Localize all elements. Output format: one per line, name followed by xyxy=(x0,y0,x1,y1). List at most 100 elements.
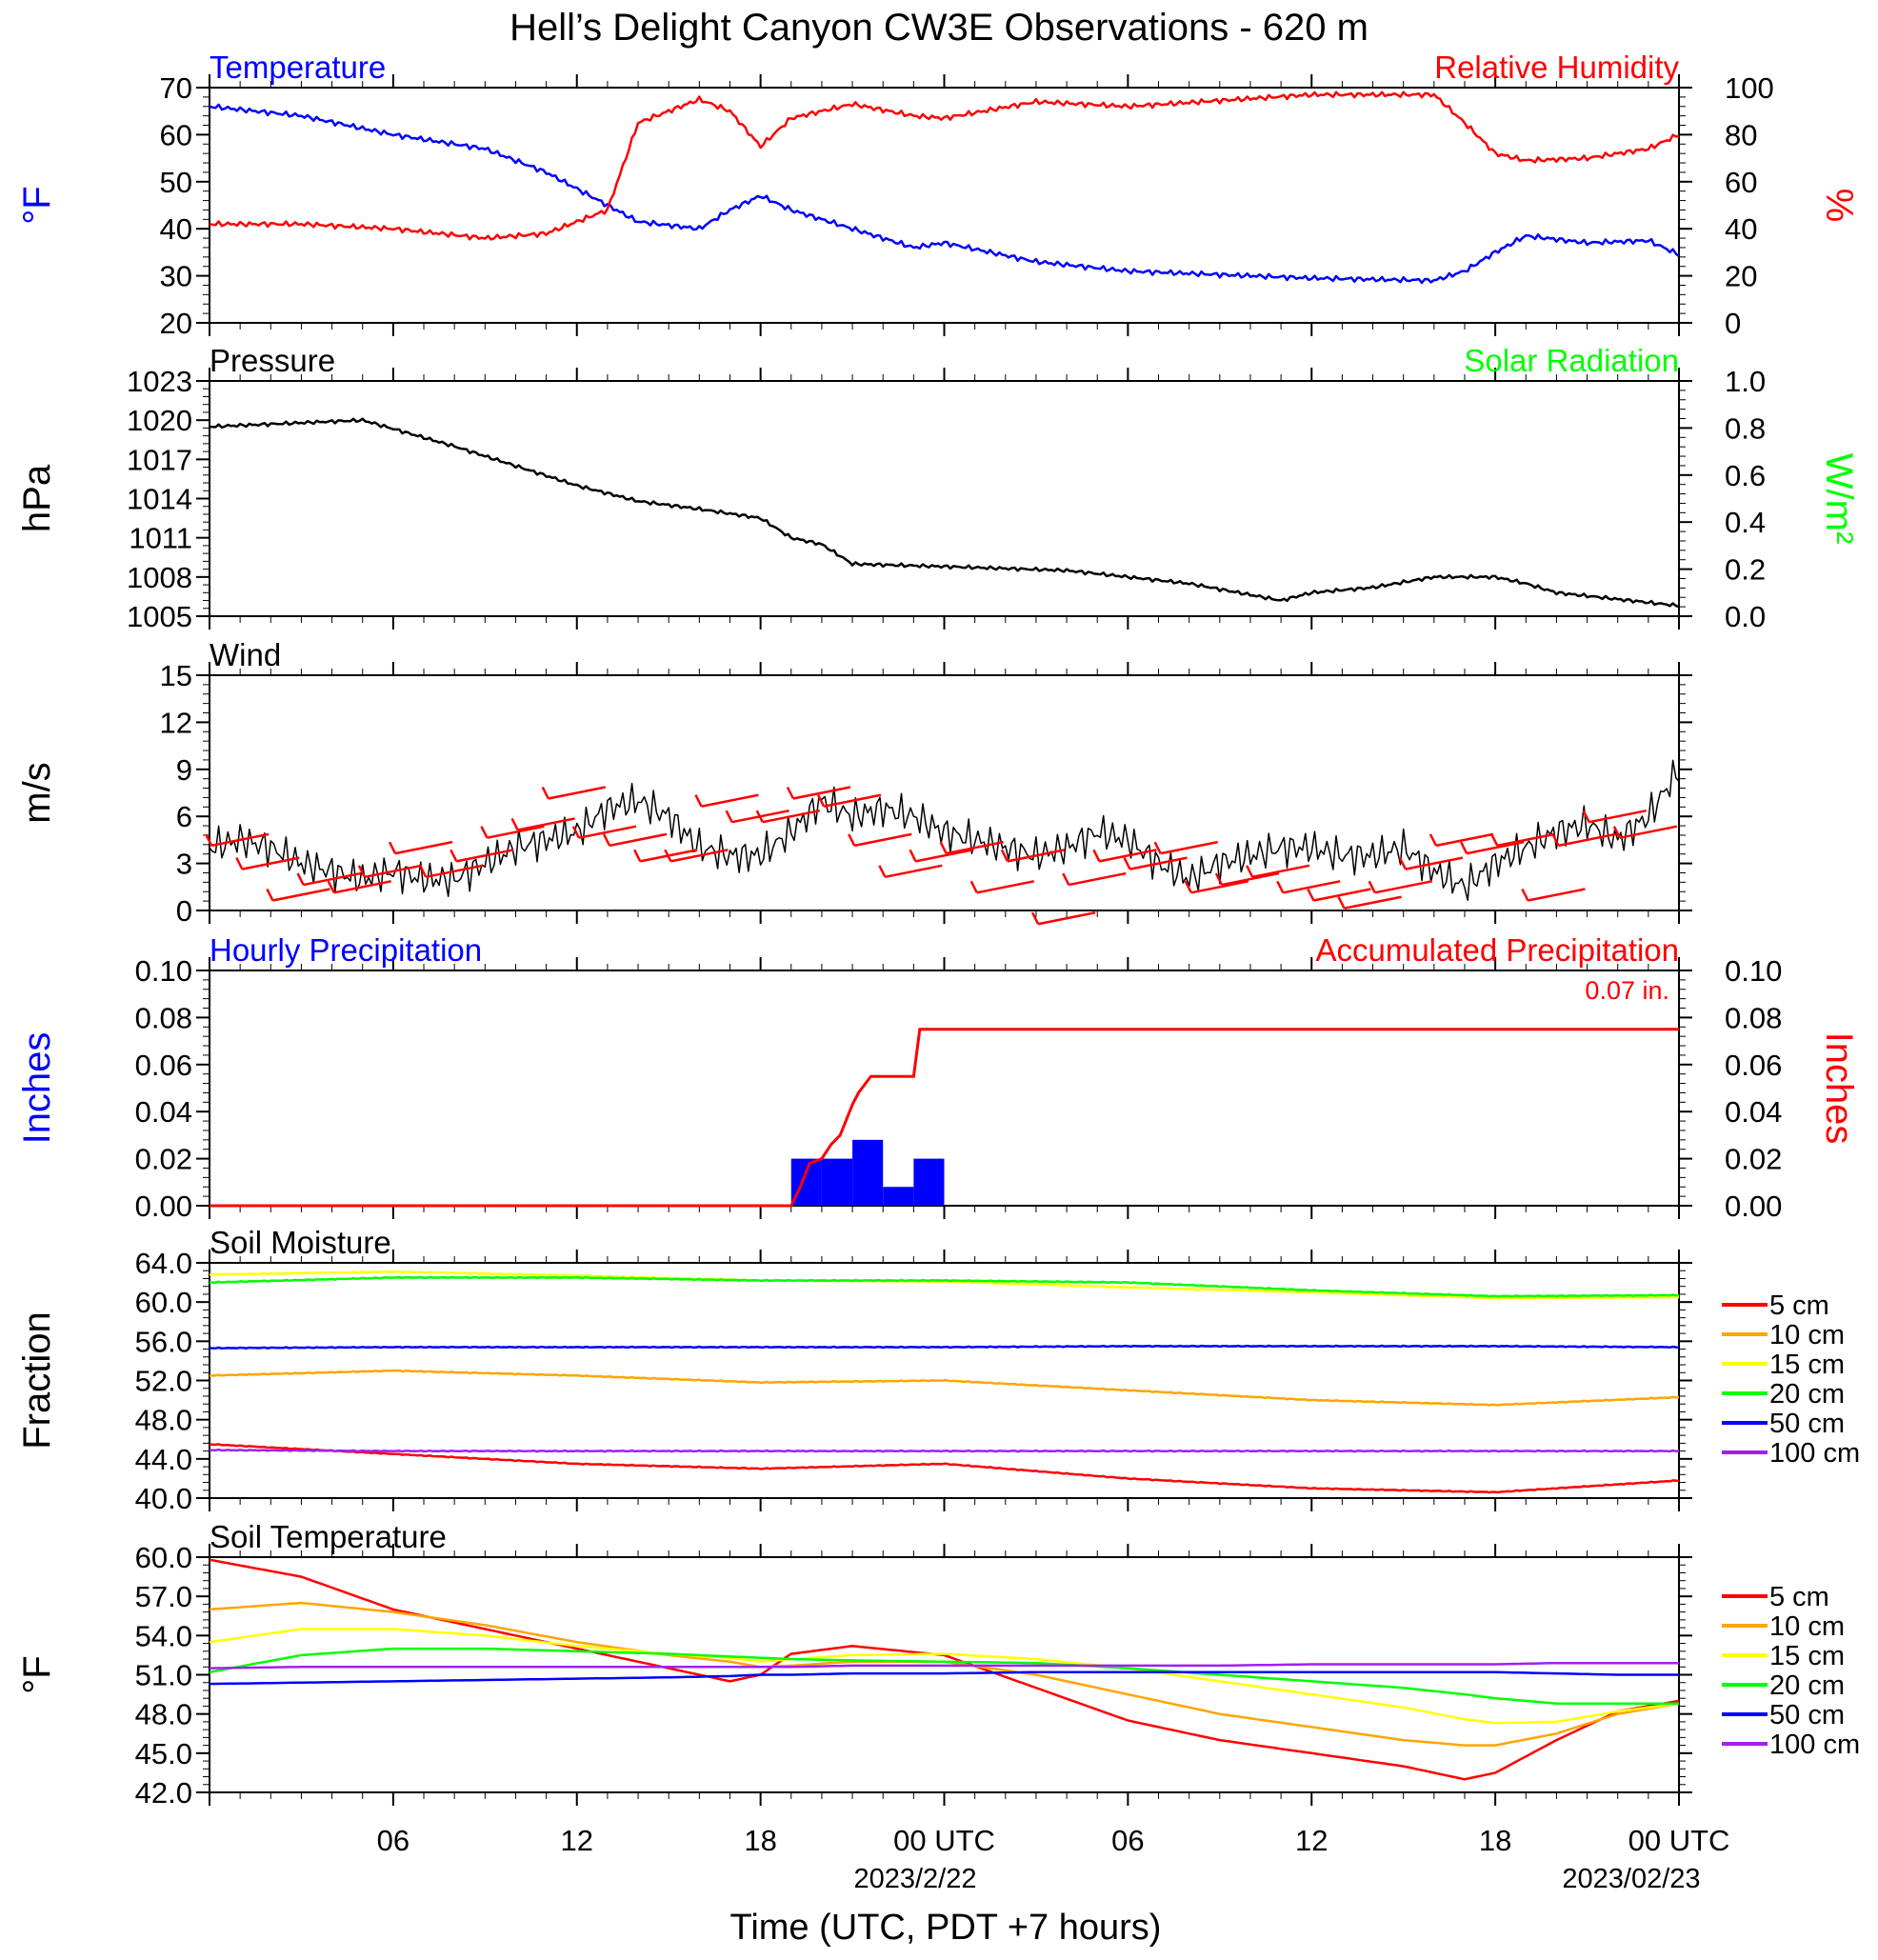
wind-barb xyxy=(1528,888,1586,902)
x-axis: 06 12 18 00 UTC 06 12 18 00 UTC 2023/2/22 2023/… xyxy=(377,1824,1730,1948)
y-tick-label: 64.0 xyxy=(135,1247,192,1280)
wind-barb xyxy=(885,864,943,879)
y-right-tick-label: 0.00 xyxy=(1725,1190,1782,1223)
wind-barb xyxy=(1160,840,1218,855)
wind-barb xyxy=(1190,880,1249,894)
series-line-pressure xyxy=(209,417,1680,609)
y-tick-label: 60 xyxy=(160,118,192,151)
y-tick-label: 9 xyxy=(176,753,192,787)
wind-barb-flag xyxy=(450,849,458,862)
wind-barb-flag xyxy=(1276,880,1285,893)
wind-barb-flag xyxy=(1582,810,1590,823)
wind-barb-flag xyxy=(1612,826,1621,839)
wind-barb-flag xyxy=(939,841,948,854)
series-line-100-cm xyxy=(209,1661,1679,1670)
figure-title: Hell’s Delight Canyon CW3E Observations … xyxy=(509,7,1369,49)
legend-label: 20 cm xyxy=(1769,1379,1845,1410)
wind-barb-flag xyxy=(1307,888,1315,902)
y-right-tick-label: 40 xyxy=(1725,212,1757,246)
wind-barb xyxy=(1588,809,1647,824)
wind-barb xyxy=(1466,840,1525,855)
wind-barb xyxy=(1405,856,1464,870)
panel-precipitation: 0.10 0.08 0.06 0.04 0.02 0.00 0.10 0.08 0.06 0.04… xyxy=(16,932,1860,1223)
legend-label: 20 cm xyxy=(1769,1670,1845,1701)
series-line-100-cm xyxy=(209,1448,1680,1453)
wind-barb xyxy=(456,849,514,863)
wind-barb-flag xyxy=(1460,841,1468,854)
wind-barb xyxy=(1099,849,1157,863)
y-axis-label-left: Inches xyxy=(16,1032,58,1145)
y-tick-label: 56.0 xyxy=(135,1325,192,1358)
wind-barb xyxy=(1313,888,1371,902)
y-axis-label-left: °F xyxy=(16,1655,58,1693)
y-axis-label-right: % xyxy=(1818,189,1860,223)
hourly-precip-bar xyxy=(913,1158,945,1206)
plot-frame xyxy=(209,380,1680,617)
wind-barb-flag xyxy=(848,833,856,847)
wind-barb xyxy=(548,786,606,800)
series-line-5-cm xyxy=(209,1558,1680,1781)
hourly-precip-bar xyxy=(821,1158,853,1206)
wind-barb-flag xyxy=(510,817,519,830)
legend-label: 10 cm xyxy=(1769,1611,1845,1642)
wind-barb-flag xyxy=(327,880,335,893)
wind-barb-flag xyxy=(1337,896,1346,910)
series-line-10-cm xyxy=(210,1369,1680,1407)
y-tick-label: 60.0 xyxy=(135,1541,192,1574)
y-axis-label-left: Fraction xyxy=(16,1311,58,1450)
x-tick-label: 18 xyxy=(744,1824,776,1857)
x-tick-label: 18 xyxy=(1479,1824,1511,1857)
wind-barb-flag xyxy=(235,857,244,870)
wind-barb xyxy=(242,856,300,870)
legend-label: 50 cm xyxy=(1769,1700,1845,1730)
legend-label: 50 cm xyxy=(1769,1409,1845,1439)
y-axis-label-right: Inches xyxy=(1818,1032,1860,1145)
x-axis-label: Time (UTC, PDT +7 hours) xyxy=(730,1908,1162,1948)
wind-barb xyxy=(946,840,1004,855)
y-right-tick-label: 0.02 xyxy=(1725,1143,1782,1176)
y-tick-label: 0.02 xyxy=(135,1143,192,1176)
y-tick-label: 48.0 xyxy=(135,1404,192,1437)
y-right-tick-label: 0.06 xyxy=(1725,1049,1782,1082)
wind-barb-flag xyxy=(694,794,703,808)
y-axis-label-left: hPa xyxy=(16,464,58,532)
wind-barb xyxy=(762,809,821,824)
wind-barb-flag xyxy=(909,849,917,862)
panel-soil-temperature: 60.0 57.0 54.0 51.0 48.0 45.0 42.0 Soil Tempera… xyxy=(16,1519,1692,1810)
panel-title-left: Pressure xyxy=(210,343,335,378)
series-line-50-cm xyxy=(209,1670,1679,1686)
y-tick-label: 3 xyxy=(176,848,192,881)
wind-barb-flag xyxy=(1092,849,1101,862)
wind-barb xyxy=(609,832,668,848)
wind-barb-flag xyxy=(296,872,305,886)
y-axis-label-right: W/m² xyxy=(1818,453,1860,545)
wind-barb-flag xyxy=(1123,857,1131,870)
y-right-tick-label: 0.6 xyxy=(1725,459,1766,492)
wind-barb-flag xyxy=(1428,833,1438,847)
y-tick-label: 44.0 xyxy=(135,1443,192,1476)
y-tick-label: 1005 xyxy=(127,600,192,633)
wind-barb-flag xyxy=(602,833,611,847)
y-tick-label: 54.0 xyxy=(135,1619,192,1652)
y-tick-label: 6 xyxy=(176,800,192,833)
series-line-wind-speed xyxy=(209,759,1680,901)
wind-barb-flag xyxy=(1368,880,1376,893)
y-right-tick-label: 20 xyxy=(1725,260,1757,293)
legend-label: 10 cm xyxy=(1769,1320,1845,1350)
panel-title-right: Solar Radiation xyxy=(1464,343,1679,378)
wind-barb xyxy=(792,786,851,800)
wind-barb xyxy=(976,880,1035,894)
wind-barb-flag xyxy=(786,786,795,800)
y-tick-label: 0.10 xyxy=(135,954,192,988)
x-tick-labels: 06 12 18 00 UTC 06 12 18 00 UTC xyxy=(377,1824,1730,1857)
wind-barb-flag xyxy=(725,810,733,823)
panel-soil-moisture: 64.0 60.0 56.0 52.0 48.0 44.0 40.0 Soil Moistur… xyxy=(16,1225,1692,1515)
wind-barb-flag xyxy=(755,810,764,823)
y-tick-label: 1008 xyxy=(127,561,192,594)
wind-barb xyxy=(1221,871,1280,887)
wind-barb-flag xyxy=(480,826,489,839)
wind-barb xyxy=(578,825,637,839)
legend-label: 15 cm xyxy=(1769,1641,1845,1671)
